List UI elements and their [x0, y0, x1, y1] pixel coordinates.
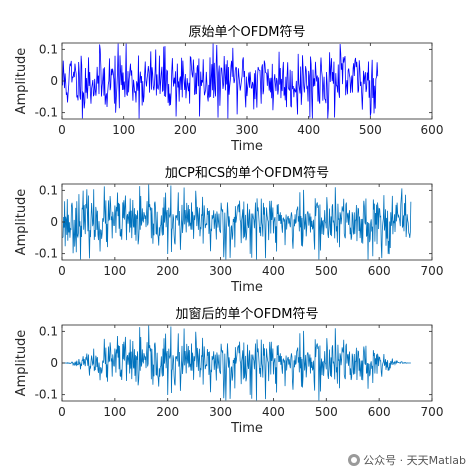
x-tick-label: 400 — [297, 123, 320, 137]
x-tick-label: 600 — [421, 123, 444, 137]
x-tick-label: 200 — [156, 405, 179, 419]
x-tick-label: 600 — [368, 405, 391, 419]
x-tick-label: 600 — [368, 264, 391, 278]
chart-title: 加窗后的单个OFDM符号 — [176, 306, 319, 322]
x-tick-label: 300 — [209, 405, 232, 419]
x-tick-label: 200 — [174, 123, 197, 137]
y-tick-label: 0 — [50, 356, 58, 370]
x-tick-label: 300 — [236, 123, 259, 137]
x-tick-label: 100 — [103, 405, 126, 419]
series-line — [62, 325, 411, 401]
x-axis-label: Time — [230, 139, 263, 154]
y-tick-label: 0.1 — [39, 183, 58, 197]
x-tick-label: 700 — [421, 405, 444, 419]
x-tick-label: 100 — [103, 264, 126, 278]
x-tick-label: 500 — [359, 123, 382, 137]
wechat-icon — [348, 454, 361, 466]
x-tick-label: 700 — [421, 264, 444, 278]
y-axis-label: Amplitude — [14, 48, 29, 115]
x-tick-label: 400 — [262, 264, 285, 278]
y-tick-label: 0 — [50, 74, 58, 88]
x-tick-label: 0 — [58, 405, 66, 419]
x-tick-label: 300 — [209, 264, 232, 278]
series-line — [62, 184, 412, 260]
y-tick-label: -0.1 — [35, 106, 58, 120]
x-tick-label: 500 — [315, 405, 338, 419]
y-axis-label: Amplitude — [14, 189, 29, 256]
y-axis-label: Amplitude — [14, 330, 29, 397]
x-tick-label: 0 — [58, 264, 66, 278]
y-tick-label: -0.1 — [35, 247, 58, 261]
y-tick-label: 0.1 — [39, 324, 58, 338]
y-tick-label: 0.1 — [39, 42, 58, 56]
x-tick-label: 200 — [156, 264, 179, 278]
chart-title: 加CP和CS的单个OFDM符号 — [165, 165, 329, 181]
watermark-text: 公众号 · 天天Matlab — [363, 454, 466, 467]
chart-title: 原始单个OFDM符号 — [189, 24, 306, 40]
series-line — [62, 43, 379, 119]
x-tick-label: 0 — [58, 123, 66, 137]
watermark: 公众号 · 天天Matlab — [348, 452, 466, 468]
y-tick-label: 0 — [50, 215, 58, 229]
x-tick-label: 100 — [112, 123, 135, 137]
x-axis-label: Time — [230, 280, 263, 295]
x-axis-label: Time — [230, 421, 263, 436]
y-tick-label: -0.1 — [35, 388, 58, 402]
x-tick-label: 400 — [262, 405, 285, 419]
x-tick-label: 500 — [315, 264, 338, 278]
